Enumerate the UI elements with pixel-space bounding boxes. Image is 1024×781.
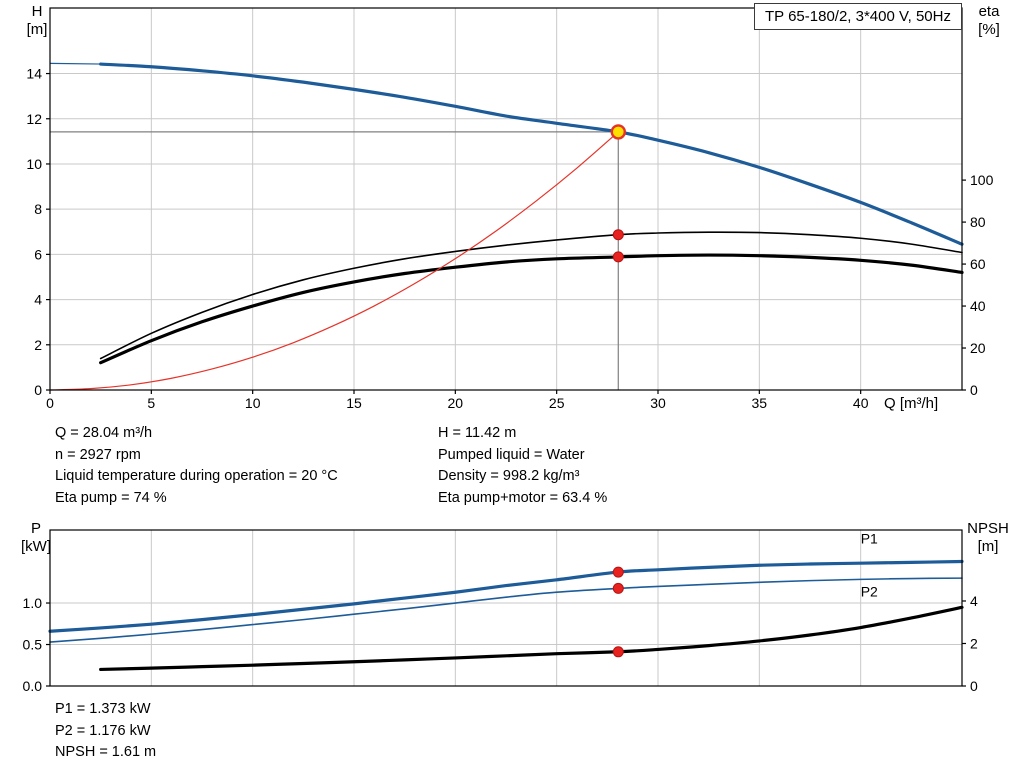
y-left-tick-label: 0.5 [23, 637, 43, 653]
y-left-tick-label: 6 [34, 246, 42, 262]
info-line: Density = 998.2 kg/m³ [438, 468, 580, 484]
y-right-tick-label: 100 [970, 172, 994, 188]
p2-curve-label: P2 [861, 583, 878, 599]
info-line: Eta pump = 74 % [55, 489, 167, 506]
p-axis-title: P [kW] [14, 520, 58, 556]
x-tick-label: 10 [245, 395, 261, 411]
y-right-tick-label: 20 [970, 340, 986, 356]
y-right-tick-label: 4 [970, 593, 978, 609]
x-tick-label: 0 [46, 395, 54, 411]
x-tick-label: 20 [448, 395, 464, 411]
power-npsh-readout: P1 = 1.373 kW P2 = 1.176 kW NPSH = 1.61 m [55, 699, 156, 764]
y-left-tick-label: 8 [34, 201, 42, 217]
system-curve [49, 131, 619, 391]
plot-frame [49, 529, 963, 687]
y-left-tick-label: 14 [26, 66, 42, 82]
info-line: Eta pump+motor = 63.4 % [438, 489, 608, 506]
y-right-tick-label: 80 [970, 214, 986, 230]
npsh-curve [99, 605, 964, 672]
h-axis-unit: [m] [26, 21, 48, 38]
y-left-tick-label: 4 [34, 292, 42, 308]
plot-frame [49, 7, 963, 391]
duty-point-marker [610, 124, 626, 140]
info-line: H = 11.42 m [438, 425, 517, 441]
h-axis-title: H [m] [18, 3, 56, 39]
p-axis-unit: [kW] [21, 538, 51, 555]
p-axis-symbol: P [30, 520, 41, 537]
pump-model-box: TP 65-180/2, 3*400 V, 50Hz [754, 3, 962, 30]
y-left-tick-label: 10 [26, 156, 42, 172]
npsh-axis-symbol: NPSH [967, 520, 1009, 537]
info-line: Q = 28.04 m³/h [55, 425, 153, 441]
p2-marker [612, 582, 624, 594]
p1-curve [48, 559, 964, 633]
eta-pump-motor-marker [612, 251, 624, 263]
x-tick-label: 35 [752, 395, 768, 411]
info-line: n = 2927 rpm [55, 446, 141, 463]
p2-curve [49, 577, 963, 643]
y-left-tick-label: 0.0 [23, 678, 43, 694]
qh-thin-lead [49, 62, 103, 65]
duty-info-left: Q = 28.04 m³/h n = 2927 rpm Liquid tempera… [55, 423, 338, 509]
p1-curve-label: P1 [861, 530, 878, 546]
eta-axis-symbol: eta [978, 3, 1000, 20]
eta-axis-unit: [%] [978, 21, 1000, 38]
npsh-marker [612, 646, 624, 658]
x-tick-label: 15 [346, 395, 362, 411]
x-tick-label: 25 [549, 395, 565, 411]
y-right-tick-label: 0 [970, 382, 978, 398]
duty-info-right: H = 11.42 m Pumped liquid = Water Density … [438, 423, 607, 509]
p1-marker [612, 566, 624, 578]
y-left-tick-label: 2 [34, 337, 42, 353]
q-axis-title: Q [m³/h] [884, 395, 939, 412]
eta-axis-title: eta [%] [966, 3, 1012, 39]
y-left-tick-label: 12 [26, 111, 42, 127]
eta-pump-curve [99, 231, 963, 360]
npsh-axis-title: NPSH [m] [958, 520, 1018, 556]
info-line: NPSH = 1.61 m [55, 744, 157, 760]
npsh-axis-unit: [m] [977, 538, 999, 555]
info-line: Pumped liquid = Water [438, 446, 585, 463]
y-right-tick-label: 0 [970, 678, 978, 694]
y-left-tick-label: 0 [34, 382, 42, 398]
info-line: P2 = 1.176 kW [55, 722, 151, 739]
x-tick-label: 30 [650, 395, 666, 411]
y-right-tick-label: 40 [970, 298, 986, 314]
h-curve [99, 62, 964, 246]
y-right-tick-label: 2 [970, 636, 978, 652]
x-tick-label: 5 [147, 395, 155, 411]
eta-pump-marker [612, 229, 624, 241]
y-left-tick-label: 1.0 [23, 595, 43, 611]
y-right-tick-label: 60 [970, 256, 986, 272]
x-tick-label: 40 [853, 395, 869, 411]
info-line: P1 = 1.373 kW [55, 701, 151, 717]
h-axis-symbol: H [31, 3, 43, 20]
info-line: Liquid temperature during operation = 20… [55, 468, 338, 484]
eta-pump-motor-curve [99, 253, 964, 365]
